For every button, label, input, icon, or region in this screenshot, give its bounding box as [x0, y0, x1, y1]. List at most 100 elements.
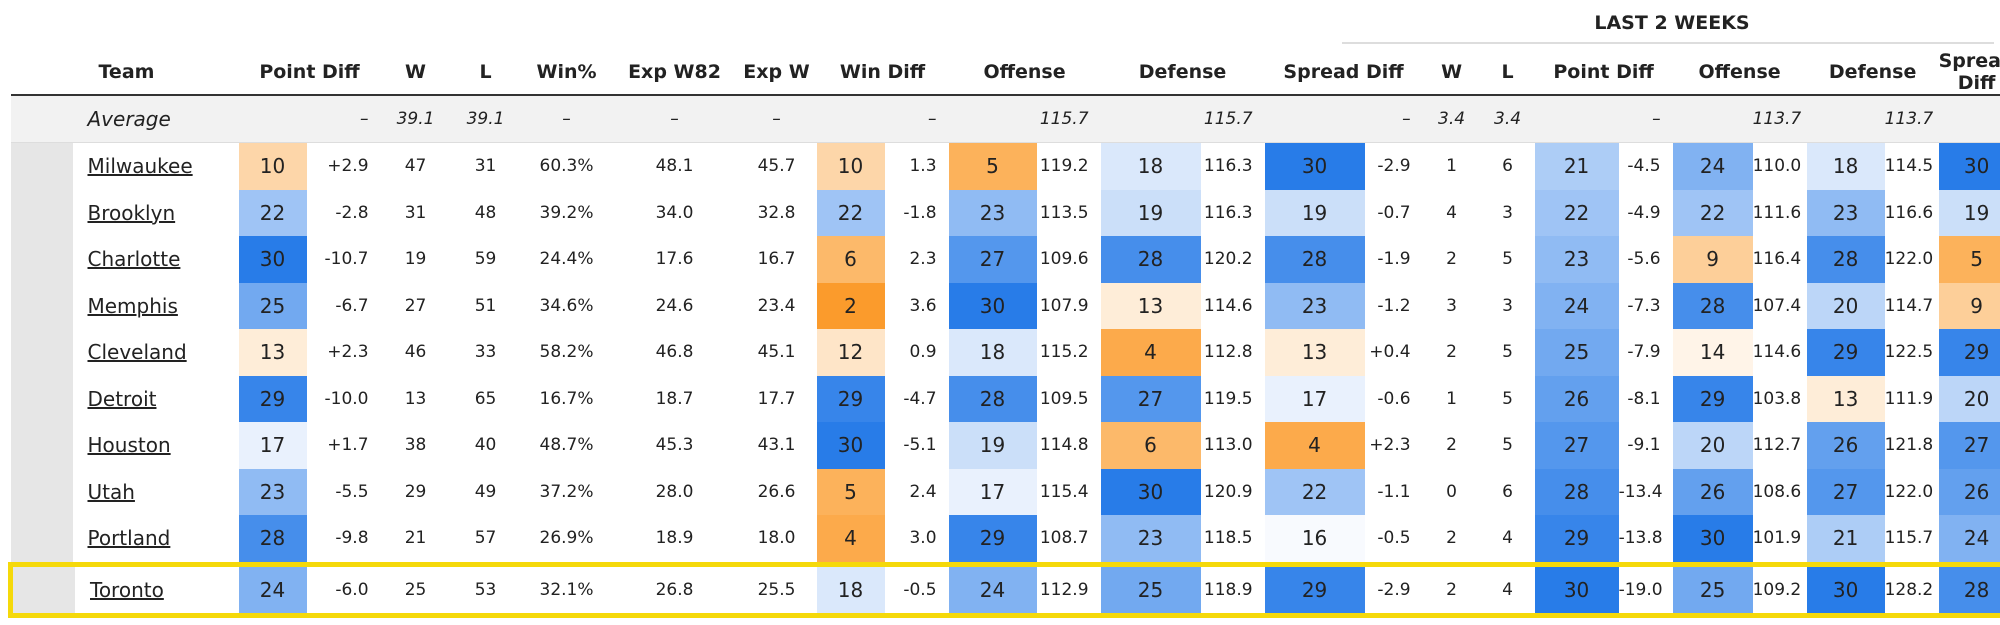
point-diff-rank-cell: 28 [238, 515, 307, 564]
l2w-losses-cell: 5 [1502, 249, 1513, 270]
l2w-defense-cell: 122.0 [1884, 481, 1934, 502]
team-cell: Milwaukee [10, 143, 239, 190]
col-header-l[interactable]: L [450, 50, 521, 96]
point-diff-cell: -10.7 [324, 249, 369, 270]
l2w-offense-cell: 107.4 [1752, 295, 1802, 316]
l2w-wins-cell: 1 [1446, 156, 1457, 177]
team-logo-icon [13, 566, 75, 613]
point-diff-rank-cell: 30 [238, 236, 307, 283]
offense-cell: 115.2 [1039, 342, 1089, 363]
avg-l2w-defense: 113.7 [1884, 95, 1939, 143]
team-link[interactable]: Utah [87, 479, 135, 504]
point-diff-cell: -5.5 [335, 481, 369, 502]
spread-diff-rank-cell: 16 [1264, 515, 1365, 564]
l2w-defense-rank-cell: 30 [1806, 561, 1885, 618]
defense-cell: 119.5 [1203, 388, 1253, 409]
l2w-offense-rank-cell: 14 [1672, 329, 1753, 376]
spread-diff-rank-cell: 19 [1264, 189, 1365, 236]
l2w-spread-diff-rank-cell: 26 [1938, 468, 2000, 515]
win-diff-cell: -5.1 [903, 435, 937, 456]
col-header-w[interactable]: W [380, 50, 451, 96]
team-cell: Portland [10, 515, 239, 564]
l2w-wins-cell: 4 [1446, 202, 1457, 223]
team-link[interactable]: Detroit [87, 386, 157, 411]
col-header-defense[interactable]: Defense [1100, 50, 1265, 96]
col-header-l2w-l[interactable]: L [1480, 50, 1535, 96]
exp-w-cell: 16.7 [757, 249, 796, 270]
team-logo-icon [10, 375, 73, 422]
col-header-exp-w82[interactable]: Exp W82 [612, 50, 737, 96]
col-header-win-pct[interactable]: Win% [520, 50, 613, 96]
spread-diff-rank-cell: 4 [1264, 422, 1365, 469]
col-header-l2w-spread-diff[interactable]: Spread Diff [1938, 50, 2000, 96]
win-diff-rank-cell: 22 [816, 189, 885, 236]
l2w-offense-cell: 101.9 [1752, 528, 1802, 549]
team-logo-icon [10, 189, 73, 236]
offense-cell: 113.5 [1039, 202, 1089, 223]
team-link[interactable]: Toronto [90, 577, 164, 602]
header-row: Team Point Diff W L Win% Exp W82 Exp W W… [10, 50, 2000, 96]
team-link[interactable]: Memphis [87, 293, 178, 318]
spread-diff-rank-cell: 22 [1264, 468, 1365, 515]
table-row: Milwaukee 10 +2.9 47 31 60.3% 48.1 45.7 10 1.3 5 11… [10, 142, 2000, 190]
losses-cell: 49 [474, 481, 497, 502]
team-link[interactable]: Charlotte [87, 247, 181, 272]
offense-rank-cell: 19 [948, 422, 1037, 469]
l2w-offense-cell: 108.6 [1752, 481, 1802, 502]
offense-cell: 119.2 [1039, 156, 1089, 177]
team-cell: Brooklyn [10, 189, 239, 236]
l2w-offense-rank-cell: 28 [1672, 282, 1753, 329]
losses-cell: 59 [474, 249, 497, 270]
col-header-l2w-point-diff[interactable]: Point Diff [1534, 50, 1673, 96]
col-header-win-diff[interactable]: Win Diff [816, 50, 949, 96]
team-cell: Charlotte [10, 236, 239, 283]
avg-w: 39.1 [380, 95, 451, 143]
exp-w82-cell: 18.9 [655, 528, 694, 549]
defense-cell: 116.3 [1203, 156, 1253, 177]
offense-cell: 115.4 [1039, 481, 1089, 502]
team-logo-icon [10, 329, 73, 376]
l2w-defense-cell: 122.0 [1884, 249, 1934, 270]
l2w-losses-cell: 5 [1502, 388, 1513, 409]
col-header-exp-w[interactable]: Exp W [736, 50, 817, 96]
col-header-l2w-w[interactable]: W [1422, 50, 1481, 96]
win-diff-rank-cell: 30 [816, 422, 885, 469]
team-link[interactable]: Portland [87, 526, 171, 551]
defense-rank-cell: 19 [1100, 189, 1201, 236]
point-diff-rank-cell: 17 [238, 422, 307, 469]
spread-diff-cell: -0.6 [1377, 388, 1411, 409]
avg-exp-w82: – [612, 95, 737, 143]
defense-rank-cell: 6 [1100, 422, 1201, 469]
win-diff-rank-cell: 4 [816, 515, 885, 564]
exp-w-cell: 45.7 [757, 156, 796, 177]
l2w-wins-cell: 2 [1446, 249, 1457, 270]
l2w-losses-cell: 6 [1502, 481, 1513, 502]
col-header-l2w-defense[interactable]: Defense [1806, 50, 1939, 96]
team-link[interactable]: Brooklyn [87, 200, 176, 225]
spread-diff-cell: -0.5 [1377, 528, 1411, 549]
team-link[interactable]: Cleveland [87, 340, 187, 365]
l2w-point-diff-cell: -4.5 [1627, 156, 1661, 177]
l2w-losses-cell: 6 [1502, 156, 1513, 177]
avg-defense: 115.7 [1200, 95, 1265, 143]
l2w-defense-rank-cell: 29 [1806, 329, 1885, 376]
l2w-defense-cell: 114.5 [1884, 156, 1934, 177]
win-pct-cell: 32.1% [520, 561, 613, 618]
col-header-offense[interactable]: Offense [948, 50, 1101, 96]
l2w-offense-rank-cell: 22 [1672, 189, 1753, 236]
table-row: Charlotte 30 -10.7 19 59 24.4% 17.6 16.7 6 2.3 27 1… [10, 236, 2000, 283]
win-diff-rank-cell: 18 [816, 561, 885, 618]
col-header-l2w-offense[interactable]: Offense [1672, 50, 1807, 96]
losses-cell: 40 [474, 435, 497, 456]
l2w-spread-diff-rank-cell: 9 [1938, 282, 2000, 329]
col-header-team[interactable]: Team [10, 50, 239, 96]
team-link[interactable]: Houston [87, 433, 171, 458]
team-link[interactable]: Milwaukee [87, 154, 193, 179]
defense-rank-cell: 27 [1100, 375, 1201, 422]
win-pct-cell: 58.2% [539, 342, 594, 363]
avg-exp-w: – [736, 95, 817, 143]
col-header-point-diff[interactable]: Point Diff [238, 50, 381, 96]
point-diff-rank-cell: 22 [238, 189, 307, 236]
exp-w-cell: 32.8 [757, 202, 796, 223]
col-header-spread-diff[interactable]: Spread Diff [1264, 50, 1423, 96]
